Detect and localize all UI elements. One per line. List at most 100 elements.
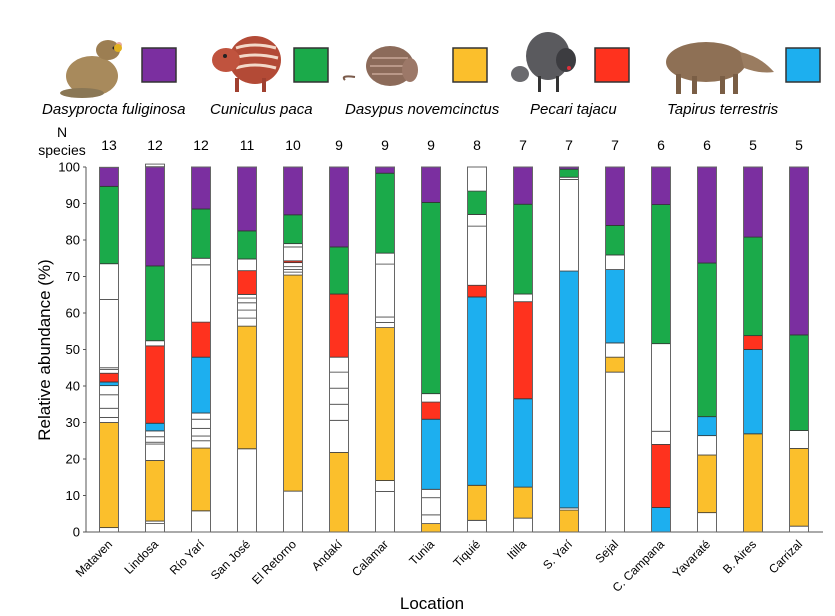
bar-outline — [375, 166, 395, 533]
n-species-value: 6 — [657, 137, 665, 153]
bar-segment-other — [513, 293, 533, 303]
bar-segment-cuniculus — [651, 204, 671, 345]
bar-segment-other — [375, 491, 395, 533]
bar-outline — [145, 166, 165, 533]
bar-stack — [651, 166, 671, 533]
bar-segment-other — [605, 342, 625, 358]
bar-outline — [237, 166, 257, 533]
legend-label-cuniculus: Cuniculus paca — [210, 101, 313, 118]
bar-segment-other — [283, 490, 303, 533]
bar-outline — [283, 166, 303, 533]
bar-outline — [559, 166, 579, 533]
bar-segment-pecari — [743, 335, 763, 350]
n-species-value: 9 — [335, 137, 343, 153]
bar-stack — [697, 166, 717, 533]
x-tick-label: Mataven — [73, 537, 115, 579]
legend-label-tapirus: Tapirus terrestris — [667, 101, 779, 118]
bar-segment-other — [513, 517, 533, 533]
bar-segment-other — [375, 316, 395, 323]
bar-segment-tapirus — [697, 416, 717, 437]
legend-item-tapirus: Tapirus terrestris — [666, 42, 821, 118]
bar-segment-other — [237, 293, 257, 299]
legend-label-dasyprocta: Dasyprocta fuliginosa — [42, 101, 185, 118]
x-tick-label: Tiquié — [450, 537, 483, 570]
bar-outline — [467, 166, 487, 533]
bar-segment-other — [191, 427, 211, 437]
bar-segment-dasypus — [789, 448, 809, 527]
bar-segment-tapirus — [559, 270, 579, 509]
bar-segment-other — [145, 443, 165, 461]
bar-segment-tapirus — [99, 381, 119, 387]
bar-segment-dasypus — [145, 460, 165, 522]
n-species-value: 13 — [101, 137, 117, 153]
bar-segment-other — [237, 297, 257, 304]
legend-label-pecari: Pecari tajacu — [530, 101, 617, 118]
bar-outline — [605, 166, 625, 533]
bar-segment-pecari — [329, 293, 349, 358]
bar-segment-pecari — [467, 284, 487, 298]
legend-swatch-dasyprocta — [141, 47, 177, 83]
bar-segment-dasyprocta — [605, 166, 625, 226]
x-tick-label: Sejal — [592, 537, 621, 566]
bars — [99, 163, 809, 533]
bar-segment-cuniculus — [329, 246, 349, 295]
bar-stack — [605, 166, 625, 533]
y-tick-label: 80 — [66, 233, 80, 248]
bar-segment-dasypus — [421, 523, 441, 533]
bar-segment-cuniculus — [375, 172, 395, 254]
y-axis: 0 10 20 30 40 50 60 70 80 90 100 — [58, 160, 87, 540]
x-tick-label: Lindosa — [121, 537, 161, 577]
bar-segment-tapirus — [467, 296, 487, 486]
bar-segment-dasyprocta — [697, 166, 717, 264]
x-tick-label: Carrizal — [766, 537, 805, 576]
tapir-illustration — [666, 42, 774, 94]
y-axis-title: Relative abundance (%) — [35, 259, 54, 440]
bar-segment-dasyprocta — [145, 166, 165, 267]
bar-segment-dasyprocta — [513, 166, 533, 205]
bar-stack — [99, 166, 119, 533]
bar-segment-other — [559, 179, 579, 272]
n-species-label-line2: species — [38, 142, 85, 158]
n-species-value: 6 — [703, 137, 711, 153]
bar-segment-dasypus — [329, 452, 349, 533]
n-species-value: 8 — [473, 137, 481, 153]
bar-segment-other — [421, 488, 441, 499]
armadillo-illustration — [342, 46, 418, 86]
legend-swatch-tapirus — [785, 47, 821, 83]
bar-segment-cuniculus — [237, 230, 257, 260]
bar-segment-dasypus — [375, 327, 395, 481]
bar-segment-other — [467, 214, 487, 227]
bar-segment-other — [99, 385, 119, 396]
bar-segment-dasypus — [743, 433, 763, 533]
bar-segment-other — [329, 403, 349, 421]
x-tick-label: Andakí — [309, 537, 346, 574]
bar-segment-other — [283, 271, 303, 276]
bar-segment-other — [191, 510, 211, 533]
y-tick-label: 40 — [66, 379, 80, 394]
n-species-value: 9 — [381, 137, 389, 153]
bar-segment-other — [145, 436, 165, 443]
n-species-value: 7 — [519, 137, 527, 153]
bar-segment-other — [283, 266, 303, 270]
bar-segment-cuniculus — [467, 190, 487, 215]
bar-segment-pecari — [145, 345, 165, 424]
x-tick-label: Tunia — [406, 537, 437, 568]
x-tick-label: Yavaraté — [670, 537, 713, 580]
bar-segment-other — [145, 523, 165, 533]
bar-segment-other — [99, 299, 119, 369]
bar-segment-dasypus — [467, 484, 487, 521]
bar-segment-other — [789, 430, 809, 449]
bar-stack — [145, 163, 165, 533]
bar-segment-dasypus — [99, 422, 119, 529]
bar-outline — [743, 166, 763, 533]
bar-segment-dasypus — [559, 509, 579, 533]
bar-segment-dasypus — [237, 325, 257, 450]
x-tick-label: Río Yarí — [167, 537, 208, 578]
n-species-value: 12 — [193, 137, 209, 153]
bar-segment-other — [697, 512, 717, 533]
bar-stack — [329, 166, 349, 533]
n-species-value: 10 — [285, 137, 301, 153]
bar-segment-dasyprocta — [375, 166, 395, 174]
